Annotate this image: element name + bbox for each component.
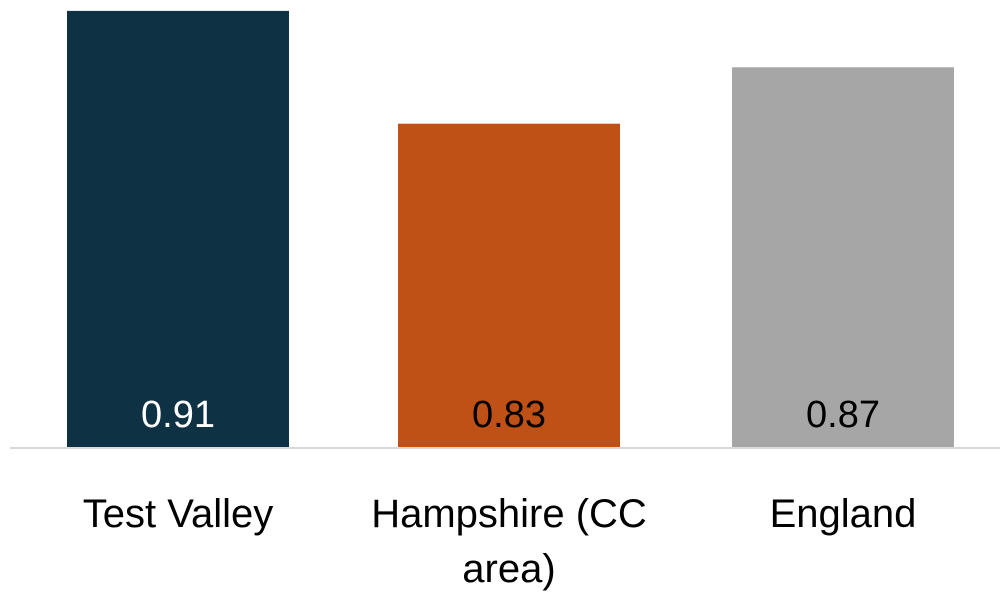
category-label-2: England [770,492,917,536]
data-label-1: 0.83 [472,394,546,436]
bar-1 [398,123,620,448]
category-labels: Test Valley Hampshire (CC area) England [83,492,917,591]
bar-2 [732,67,954,449]
data-label-0: 0.91 [141,394,215,436]
bar-0 [67,10,289,449]
category-label-1: Hampshire (CC area) [371,492,647,591]
data-label-2: 0.87 [806,394,880,436]
category-label-0: Test Valley [83,492,273,536]
bars: 0.91 0.83 0.87 [67,10,954,449]
